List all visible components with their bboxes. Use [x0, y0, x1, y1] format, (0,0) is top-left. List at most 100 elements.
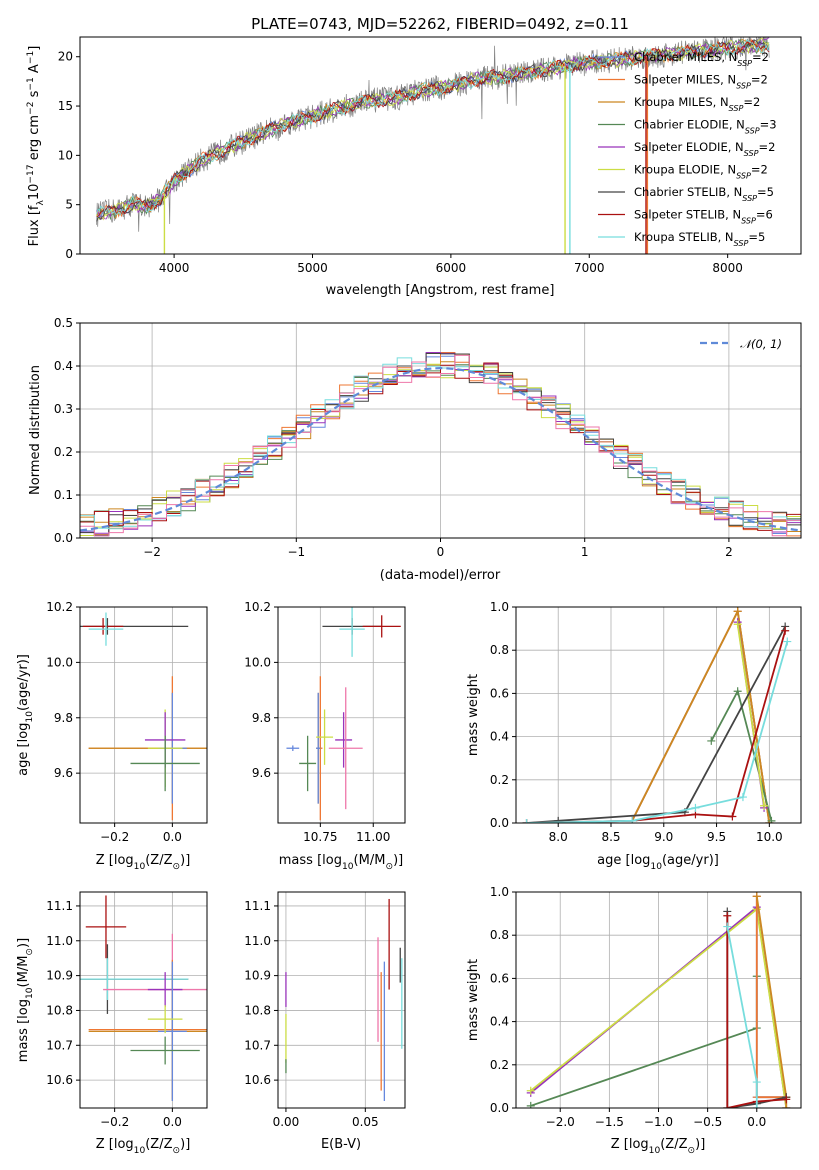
y-tick-label: 0.1 — [54, 488, 73, 502]
legend-label: Kroupa STELIB, NSSP=5 — [634, 230, 765, 248]
model-spectrum — [96, 37, 770, 221]
x-tick-label: 10.0 — [756, 830, 783, 844]
y-axis-label: mass weight — [466, 674, 481, 756]
series-line — [726, 915, 787, 1108]
errorbar-point — [335, 712, 353, 768]
x-tick-label: −1.5 — [595, 1115, 624, 1129]
x-tick-label: −2 — [143, 545, 161, 559]
legend-label: Chabrier STELIB, NSSP=5 — [634, 185, 774, 203]
series-line — [726, 926, 758, 1108]
x-tick-label: 2 — [725, 545, 733, 559]
axes-mass_weight_vs_Z: −2.0 −1.5 −1.0 −0.5 0.0 0.0 0.2 0.4 0.6 0.8 1.0 Z [… — [466, 885, 802, 1156]
x-axis-label: Z [log10(Z/Z⊙)] — [96, 853, 191, 872]
series-marker — [526, 1101, 535, 1108]
axes-age_vs_Z: −0.2 0.0 9.6 9.8 10.0 10.2 Z [log10(Z/Z⊙)] age … — [16, 600, 208, 872]
series-marker — [781, 626, 790, 635]
axes-mass_weight_vs_age: 8.0 8.5 9.0 9.5 10.0 0.0 0.2 0.4 0.6 0.8 1.0 age [l… — [466, 600, 802, 872]
y-tick-label: 0.4 — [490, 1015, 509, 1029]
y-tick-label: 11.1 — [244, 899, 271, 913]
series-marker — [752, 1078, 761, 1087]
series-marker — [767, 816, 776, 823]
x-tick-label: 1 — [581, 545, 589, 559]
y-tick-label: 0.6 — [490, 971, 509, 985]
model-spectrum — [96, 39, 770, 217]
series-marker — [733, 620, 742, 629]
y-tick-label: 0.4 — [54, 359, 73, 373]
plot-area — [286, 607, 401, 821]
y-tick-label: 0.5 — [54, 316, 73, 330]
y-axis-label: Flux [fλ10−17 erg cm−2 s−1 A−1] — [26, 46, 46, 247]
errorbar-point — [328, 687, 363, 810]
axes-mass_vs_Z: −0.2 0.0 10.6 10.7 10.8 10.9 11.0 11.1 Z [log10(… — [16, 891, 208, 1156]
y-tick-label: 10.7 — [46, 1038, 73, 1052]
axes-frame — [277, 891, 406, 1109]
legend-label: Salpeter MILES, NSSP=2 — [634, 73, 768, 91]
x-axis-label: mass [log10(M/M⊙)] — [279, 853, 403, 872]
x-tick-label: 11.00 — [356, 830, 390, 844]
series-line — [631, 608, 771, 823]
x-tick-label: −0.5 — [693, 1115, 722, 1129]
y-tick-label: 9.8 — [252, 711, 271, 725]
series-marker — [733, 687, 742, 696]
errorbar-point — [80, 958, 189, 1000]
y-tick-label: 0.2 — [490, 773, 509, 787]
model-spectrum — [96, 38, 770, 218]
x-axis-label: Z [log10(Z/Z⊙)] — [96, 1137, 191, 1156]
y-tick-label: 10.6 — [46, 1073, 73, 1087]
x-tick-label: −2.0 — [546, 1115, 575, 1129]
x-axis-label: wavelength [Angstrom, rest frame] — [326, 283, 555, 298]
y-tick-label: 0.0 — [490, 816, 509, 830]
y-axis-label: age [log10(age/yr)] — [16, 654, 35, 776]
legend-label: Salpeter ELODIE, NSSP=2 — [634, 140, 775, 158]
axes-frame — [515, 891, 802, 1109]
axes-frame — [79, 891, 208, 1109]
errorbar-point — [299, 735, 317, 792]
y-tick-label: 1.0 — [490, 885, 509, 899]
y-tick-label: 0.6 — [490, 686, 509, 700]
errorbar-point — [82, 618, 124, 635]
y-tick-label: 0.2 — [490, 1058, 509, 1072]
model-spectrum — [96, 38, 770, 220]
plot-area — [285, 898, 403, 1102]
y-tick-label: 10.8 — [46, 1003, 73, 1017]
x-axis-label: Z [log10(Z/Z⊙)] — [611, 1137, 706, 1156]
y-tick-label: 10.9 — [46, 969, 73, 983]
x-axis-label: E(B-V) — [321, 1137, 361, 1152]
errorbar-point — [286, 745, 300, 751]
y-tick-label: 0.8 — [490, 928, 509, 942]
y-tick-label: 5 — [65, 198, 73, 212]
series-marker — [752, 892, 761, 901]
series-line — [631, 608, 771, 823]
plot-area — [96, 37, 770, 254]
plot-area — [526, 892, 791, 1108]
errorbar-point — [85, 895, 127, 959]
y-tick-label: 15 — [58, 99, 73, 113]
axes-spectrum: 4000 5000 6000 7000 8000 0 5 10 15 20 Chabrier MIL… — [26, 15, 802, 298]
series-marker — [782, 1095, 791, 1104]
errorbar-point — [88, 612, 124, 646]
y-tick-label: 10.2 — [46, 600, 73, 614]
series-marker — [522, 819, 531, 823]
x-tick-label: −0.2 — [100, 830, 129, 844]
y-tick-label: 11.1 — [46, 899, 73, 913]
series-marker — [723, 1104, 732, 1108]
series-marker — [554, 816, 563, 823]
errorbar-point — [147, 972, 183, 1007]
x-tick-label: 10.75 — [303, 830, 337, 844]
errorbar-point — [130, 735, 200, 792]
axes-frame — [79, 36, 802, 255]
series-marker — [526, 1086, 535, 1095]
x-tick-label: 8.5 — [601, 830, 620, 844]
legend-label: Salpeter STELIB, NSSP=6 — [634, 208, 773, 226]
y-tick-label: 10.2 — [244, 600, 271, 614]
chart-title: PLATE=0743, MJD=52262, FIBERID=0492, z=0… — [251, 15, 629, 33]
legend: Chabrier MILES, NSSP=2 Salpeter MILES, NS… — [598, 50, 777, 248]
errorbar-point — [316, 709, 334, 765]
y-axis-label: mass [log10(M/M⊙)] — [16, 938, 35, 1062]
residual-histogram — [80, 354, 801, 537]
y-tick-label: 0.2 — [54, 445, 73, 459]
series-line — [631, 608, 771, 823]
series-marker — [728, 812, 737, 821]
y-tick-label: 9.6 — [54, 766, 73, 780]
